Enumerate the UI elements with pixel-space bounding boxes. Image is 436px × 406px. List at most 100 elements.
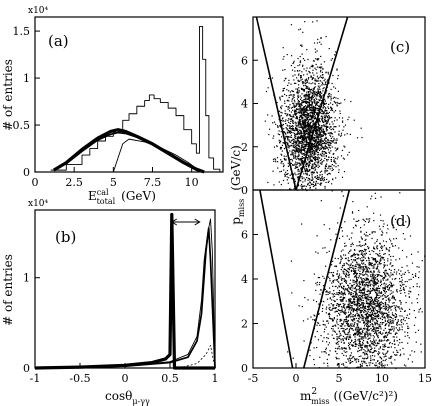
panel-d-point [354, 301, 356, 304]
panel-d-point [353, 218, 355, 220]
panel-c-point [298, 142, 300, 144]
panel-d-point [334, 257, 336, 259]
panel-d-point [351, 325, 353, 327]
panel-d-point [357, 258, 359, 260]
panel-d-point [314, 315, 316, 317]
panel-d-point [366, 277, 368, 280]
panel-c-point [308, 98, 310, 101]
panel-d-point [359, 283, 361, 285]
panel-c-point [337, 90, 339, 92]
panel-c-point [317, 88, 319, 90]
panel-c-point [311, 128, 313, 130]
panel-c-point [312, 124, 314, 126]
panel-d-point [356, 282, 358, 284]
panel-c-point [334, 157, 336, 159]
panel-d-point [382, 288, 384, 290]
panel-c-point [286, 127, 288, 130]
panel-c-point [306, 91, 308, 93]
panel-d-point [343, 321, 345, 323]
panel-c-point [328, 111, 330, 113]
panel-d-point [385, 352, 388, 354]
panel-d-point [379, 307, 381, 309]
panel-c-point [299, 60, 301, 62]
panel-d-point [371, 312, 373, 314]
panel-b-series-medium [34, 227, 216, 369]
panel-d-point [384, 345, 387, 348]
panel-c-point [317, 119, 319, 121]
panel-d-point [385, 355, 387, 357]
panel-d-point [391, 285, 393, 288]
panel-c-point [290, 144, 292, 147]
panel-c-point [311, 173, 313, 176]
panel-d-point [345, 275, 347, 278]
panel-d-point [402, 323, 404, 325]
panel-d-point [362, 329, 364, 331]
panel-c-point [301, 158, 303, 160]
panel-d-point [363, 360, 365, 362]
panel-d-point [379, 243, 381, 245]
panel-c-point [276, 125, 279, 127]
panel-d-point [379, 252, 381, 255]
panel-c-point [334, 160, 336, 163]
panel-d-point [343, 280, 345, 282]
panel-d-point [385, 340, 388, 342]
panel-c-point [321, 177, 323, 179]
panel-d-point [357, 295, 360, 297]
panel-d-point [367, 311, 369, 313]
panel-c-point [285, 119, 287, 121]
panel-c-point [327, 132, 329, 134]
panel-c-point [283, 155, 285, 157]
panel-d-point [373, 246, 375, 248]
panel-c-point [306, 132, 308, 135]
panel-d-point [381, 247, 383, 250]
panel-d-point [379, 250, 381, 252]
panel-c-point [298, 149, 300, 151]
panel-c-point [292, 164, 294, 166]
panel-d-point [390, 361, 392, 363]
panel-c-point [314, 82, 316, 84]
panel-c-point [317, 145, 319, 147]
panel-c-point [281, 160, 283, 163]
panel-d-point [364, 268, 366, 270]
panel-d-point [358, 315, 360, 317]
panel-c-point [296, 147, 298, 149]
panel-d-point [353, 280, 355, 282]
panel-c-point [340, 102, 342, 104]
panel-d-point [376, 273, 378, 276]
panel-c-point [273, 184, 275, 186]
panel-c-point [311, 77, 314, 80]
panel-d-point [383, 335, 385, 338]
panel-c-point [306, 101, 309, 103]
panel-d-point [364, 307, 366, 310]
panel-c-point [328, 115, 330, 117]
panel-c-point [300, 79, 302, 81]
panel-d-point [388, 357, 390, 359]
panel-c-point [312, 145, 314, 147]
panel-c-point [307, 78, 310, 80]
panel-d-point [380, 328, 382, 330]
panel-d-point [356, 307, 358, 310]
panel-d-point [340, 300, 342, 303]
panel-d-point [359, 328, 361, 330]
panel-d-point [365, 218, 368, 220]
panel-c-point [331, 163, 333, 166]
panel-d-point [400, 324, 402, 326]
panel-d-point [391, 243, 393, 245]
panel-d-point [374, 300, 376, 302]
panel-c-point [298, 140, 300, 142]
panel-d-point [339, 337, 341, 340]
panel-c-point [303, 107, 305, 109]
panel-c-point [295, 115, 298, 118]
panel-c-point [309, 135, 311, 137]
panel-d-point [327, 320, 329, 322]
panel-d-point [347, 305, 349, 308]
panel-d-point [390, 322, 392, 325]
panel-c-point [307, 98, 309, 100]
panel-d-point [348, 342, 350, 344]
panel-d-point [359, 366, 361, 368]
panel-d-point [369, 290, 371, 292]
panel-c-point [325, 170, 327, 172]
panel-d-point [394, 313, 397, 315]
panel-c-ytick-label: 6 [241, 54, 248, 67]
panel-d-point [407, 325, 409, 327]
